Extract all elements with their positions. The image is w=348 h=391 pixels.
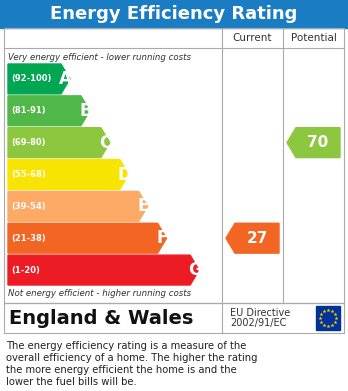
Text: (69-80): (69-80) — [11, 138, 46, 147]
Text: EU Directive: EU Directive — [230, 308, 290, 318]
Text: The energy efficiency rating is a measure of the: The energy efficiency rating is a measur… — [6, 341, 246, 351]
Text: Potential: Potential — [291, 33, 337, 43]
Polygon shape — [8, 223, 167, 253]
Text: Very energy efficient - lower running costs: Very energy efficient - lower running co… — [8, 54, 191, 63]
Bar — [4, 28, 344, 303]
Bar — [4, 303, 344, 333]
Text: (55-68): (55-68) — [11, 170, 46, 179]
Polygon shape — [8, 160, 129, 189]
Text: (39-54): (39-54) — [11, 202, 46, 211]
Text: (21-38): (21-38) — [11, 234, 46, 243]
Text: C: C — [99, 134, 111, 152]
Polygon shape — [8, 96, 90, 126]
Text: England & Wales: England & Wales — [9, 308, 193, 328]
Text: (1-20): (1-20) — [11, 265, 40, 274]
Polygon shape — [287, 128, 340, 158]
Bar — [0, 0, 348, 28]
Text: Not energy efficient - higher running costs: Not energy efficient - higher running co… — [8, 289, 191, 298]
Polygon shape — [226, 223, 279, 253]
Text: overall efficiency of a home. The higher the rating: overall efficiency of a home. The higher… — [6, 353, 258, 363]
Polygon shape — [8, 128, 110, 158]
Text: F: F — [156, 229, 168, 247]
Text: E: E — [137, 197, 149, 215]
Text: the more energy efficient the home is and the: the more energy efficient the home is an… — [6, 365, 237, 375]
Text: (92-100): (92-100) — [11, 74, 52, 83]
Text: A: A — [59, 70, 72, 88]
Polygon shape — [8, 255, 199, 285]
Text: Current: Current — [233, 33, 272, 43]
Text: 27: 27 — [246, 231, 268, 246]
Text: (81-91): (81-91) — [11, 106, 46, 115]
Text: Energy Efficiency Rating: Energy Efficiency Rating — [50, 5, 298, 23]
Bar — [316, 306, 340, 330]
Polygon shape — [8, 192, 148, 221]
Polygon shape — [8, 64, 70, 94]
Text: 2002/91/EC: 2002/91/EC — [230, 318, 286, 328]
Text: B: B — [79, 102, 92, 120]
Text: D: D — [117, 165, 131, 183]
Text: 70: 70 — [307, 135, 329, 150]
Text: lower the fuel bills will be.: lower the fuel bills will be. — [6, 377, 137, 387]
Text: G: G — [188, 261, 201, 279]
